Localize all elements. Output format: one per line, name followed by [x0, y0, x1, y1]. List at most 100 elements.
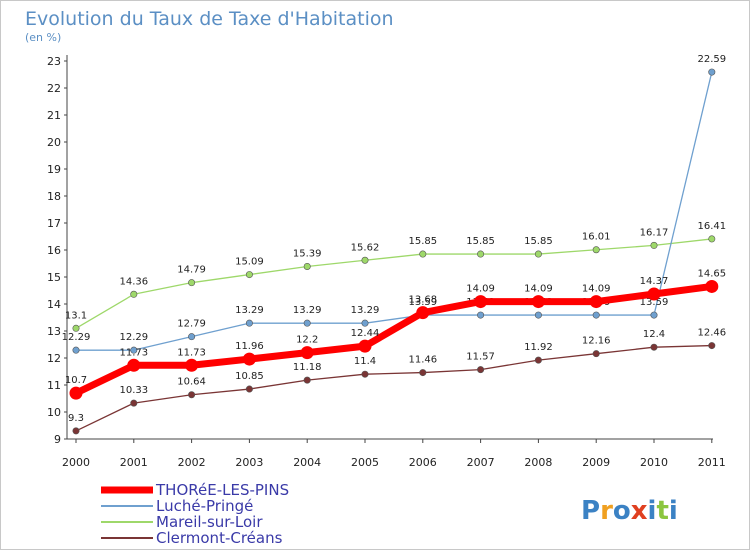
data-label: 14.09 [582, 284, 611, 295]
data-label: 12.16 [582, 336, 611, 347]
y-tick-label: 15 [47, 271, 61, 284]
data-point [127, 358, 141, 372]
data-point [592, 311, 600, 319]
legend-label: Luché-Pringé [156, 497, 253, 515]
series-1: 12.29 12.29 12.79 13.29 13.29 13.29 13.59 13.59… [62, 54, 726, 354]
data-point [650, 241, 658, 249]
data-label: 11.57 [466, 352, 495, 363]
chart-title: Evolution du Taux de Taxe d'Habitation [25, 8, 394, 30]
x-tick-label: 2007 [467, 456, 495, 469]
data-point [708, 342, 716, 350]
x-tick-label: 2000 [62, 456, 90, 469]
proxiti-logo: Proxiti [581, 496, 678, 526]
x-tick-label: 2004 [293, 456, 321, 469]
y-tick-label: 10 [47, 406, 61, 419]
data-point [647, 287, 661, 301]
data-point [245, 271, 253, 279]
data-point [534, 250, 542, 258]
data-label: 12.44 [351, 328, 380, 339]
data-point [477, 250, 485, 258]
data-point [72, 427, 80, 435]
data-point [245, 319, 253, 327]
data-label: 11.73 [119, 347, 148, 358]
legend-label: Mareil-sur-Loir [156, 513, 263, 531]
legend-label: THORéE-LES-PINS [155, 481, 289, 499]
data-label: 14.79 [177, 265, 206, 276]
data-point [592, 246, 600, 254]
data-label: 12.46 [697, 328, 726, 339]
series-2: 13.1 14.36 14.79 15.09 15.39 15.62 15.85 15.85 1… [65, 221, 726, 332]
data-label: 11.4 [354, 356, 376, 367]
data-point [130, 399, 138, 407]
data-point [419, 250, 427, 258]
data-point [303, 262, 311, 270]
x-tick-label: 2010 [640, 456, 668, 469]
data-label: 15.85 [524, 236, 553, 247]
data-point [534, 311, 542, 319]
chart-subtitle: (en %) [25, 31, 61, 44]
data-point [361, 256, 369, 264]
series-0: 10.7 11.73 11.73 11.96 12.2 12.44 13.68 14.09 14… [65, 268, 726, 400]
data-label: 14.37 [640, 276, 669, 287]
data-point [303, 376, 311, 384]
data-point [188, 333, 196, 341]
x-tick-label: 2008 [524, 456, 552, 469]
data-label: 10.7 [65, 375, 87, 386]
data-label: 15.62 [351, 242, 380, 253]
data-label: 13.29 [235, 305, 264, 316]
data-label: 16.17 [640, 227, 669, 238]
series-line [74, 282, 713, 397]
series-line [75, 344, 712, 432]
y-tick-label: 22 [47, 82, 61, 95]
data-point [242, 352, 256, 366]
x-tick-label: 2003 [235, 456, 263, 469]
series-line [76, 71, 713, 351]
data-label: 12.4 [643, 329, 665, 340]
x-tick-label: 2009 [582, 456, 610, 469]
data-label: 14.65 [697, 268, 726, 279]
data-label: 16.01 [582, 232, 611, 243]
series-layer: 9.3 10.33 10.64 10.85 11.18 11.4 11.46 11.57 11.… [62, 54, 726, 435]
data-label: 10.85 [235, 371, 264, 382]
y-tick-label: 11 [47, 379, 61, 392]
axes: 9 10 11 12 13 14 15 16 17 18 19 20 21 22 23 2000 2001 200… [47, 55, 726, 469]
data-label: 11.96 [235, 341, 264, 352]
data-label: 15.85 [466, 236, 495, 247]
data-label: 11.73 [177, 347, 206, 358]
data-label: 13.59 [408, 297, 437, 308]
legend-label: Clermont-Créans [156, 529, 283, 547]
data-label: 12.29 [119, 332, 148, 343]
data-label: 12.2 [296, 335, 318, 346]
data-point [72, 346, 80, 354]
data-label: 13.29 [351, 305, 380, 316]
data-point [300, 346, 314, 360]
y-tick-label: 18 [47, 190, 61, 203]
data-point [361, 319, 369, 327]
series-3: 9.3 10.33 10.64 10.85 11.18 11.4 11.46 11.57 11.… [68, 328, 726, 435]
data-point [188, 391, 196, 399]
y-tick-label: 19 [47, 163, 61, 176]
data-point [534, 356, 542, 364]
data-point [419, 369, 427, 377]
data-label: 10.33 [119, 385, 148, 396]
data-point [416, 306, 430, 320]
data-point [705, 279, 719, 293]
x-tick-label: 2005 [351, 456, 379, 469]
data-label: 11.18 [293, 362, 322, 373]
data-point [303, 319, 311, 327]
data-point [589, 295, 603, 309]
data-point [185, 358, 199, 372]
data-label: 11.46 [408, 355, 437, 366]
data-point [531, 295, 545, 309]
x-tick-label: 2011 [698, 456, 726, 469]
x-tick-label: 2006 [409, 456, 437, 469]
data-point [650, 343, 658, 351]
y-tick-label: 12 [47, 352, 61, 365]
data-label: 12.29 [62, 332, 91, 343]
data-label: 13.1 [65, 310, 87, 321]
data-label: 16.41 [697, 221, 726, 232]
data-point [245, 385, 253, 393]
y-tick-label: 17 [47, 217, 61, 230]
